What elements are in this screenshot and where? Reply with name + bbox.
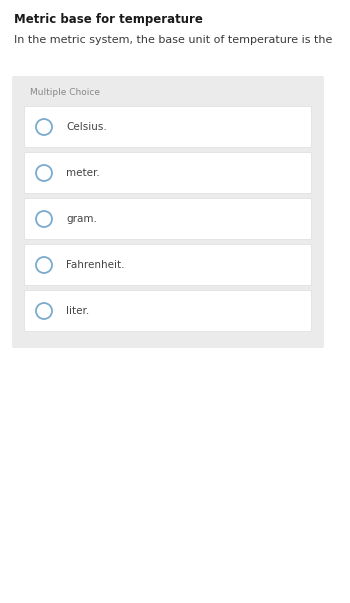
Circle shape (36, 165, 52, 181)
Circle shape (36, 257, 52, 273)
Circle shape (36, 119, 52, 135)
FancyBboxPatch shape (25, 198, 312, 239)
FancyBboxPatch shape (25, 291, 312, 332)
Text: In the metric system, the base unit of temperature is the: In the metric system, the base unit of t… (14, 35, 332, 45)
FancyBboxPatch shape (25, 153, 312, 194)
Text: meter.: meter. (66, 168, 100, 178)
Text: Celsius.: Celsius. (66, 122, 107, 132)
Text: Metric base for temperature: Metric base for temperature (14, 13, 203, 26)
Circle shape (36, 303, 52, 319)
Text: gram.: gram. (66, 214, 97, 224)
FancyBboxPatch shape (25, 244, 312, 285)
Text: Fahrenheit.: Fahrenheit. (66, 260, 125, 270)
Text: liter.: liter. (66, 306, 89, 316)
FancyBboxPatch shape (12, 76, 324, 348)
Text: Multiple Choice: Multiple Choice (30, 88, 100, 97)
FancyBboxPatch shape (25, 107, 312, 148)
Circle shape (36, 211, 52, 227)
